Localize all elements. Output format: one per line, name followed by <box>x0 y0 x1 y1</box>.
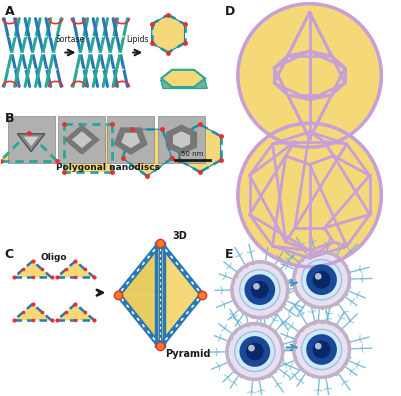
Circle shape <box>239 336 270 367</box>
Text: 50 nm: 50 nm <box>181 151 204 157</box>
Circle shape <box>238 4 381 147</box>
Polygon shape <box>57 261 94 278</box>
Polygon shape <box>14 261 51 278</box>
Polygon shape <box>118 243 160 346</box>
Circle shape <box>245 274 275 305</box>
Circle shape <box>235 331 275 371</box>
Polygon shape <box>65 124 112 172</box>
Bar <box>8 116 55 163</box>
Circle shape <box>315 343 322 349</box>
Bar <box>107 116 154 163</box>
Circle shape <box>302 329 342 369</box>
Text: D: D <box>225 5 235 18</box>
Text: Pyramid: Pyramid <box>165 349 211 360</box>
Polygon shape <box>160 243 202 346</box>
Polygon shape <box>114 128 148 155</box>
Polygon shape <box>121 133 140 148</box>
Text: B: B <box>5 112 14 125</box>
Polygon shape <box>64 124 100 155</box>
Circle shape <box>246 343 264 360</box>
Polygon shape <box>152 15 184 53</box>
Text: C: C <box>5 248 14 261</box>
Polygon shape <box>179 124 221 172</box>
Text: Polygonal nanodiscs: Polygonal nanodiscs <box>56 163 160 172</box>
Circle shape <box>306 334 337 365</box>
Circle shape <box>313 341 330 358</box>
Bar <box>59 116 105 163</box>
Polygon shape <box>72 131 92 148</box>
Polygon shape <box>23 136 39 147</box>
Circle shape <box>248 345 255 352</box>
Circle shape <box>227 324 283 379</box>
Polygon shape <box>173 131 190 148</box>
Polygon shape <box>1 133 57 160</box>
Text: Oligo: Oligo <box>40 253 67 262</box>
Polygon shape <box>14 304 51 320</box>
Circle shape <box>302 260 342 300</box>
Text: A: A <box>5 5 14 18</box>
Circle shape <box>232 262 288 318</box>
Polygon shape <box>161 70 205 87</box>
Text: Lipids: Lipids <box>126 34 148 44</box>
Circle shape <box>294 322 350 377</box>
Text: Sortase: Sortase <box>56 34 85 44</box>
Circle shape <box>313 271 330 289</box>
Polygon shape <box>161 80 207 88</box>
Circle shape <box>238 123 381 267</box>
Text: 3D: 3D <box>172 231 187 241</box>
Circle shape <box>251 281 269 299</box>
Polygon shape <box>17 134 45 152</box>
Polygon shape <box>57 304 94 320</box>
Circle shape <box>253 283 260 290</box>
Circle shape <box>315 273 322 280</box>
Text: E: E <box>225 248 233 261</box>
Polygon shape <box>123 129 172 176</box>
Circle shape <box>294 252 350 308</box>
Polygon shape <box>166 124 197 155</box>
Circle shape <box>240 270 280 310</box>
Bar <box>158 116 205 163</box>
Circle shape <box>306 265 337 295</box>
